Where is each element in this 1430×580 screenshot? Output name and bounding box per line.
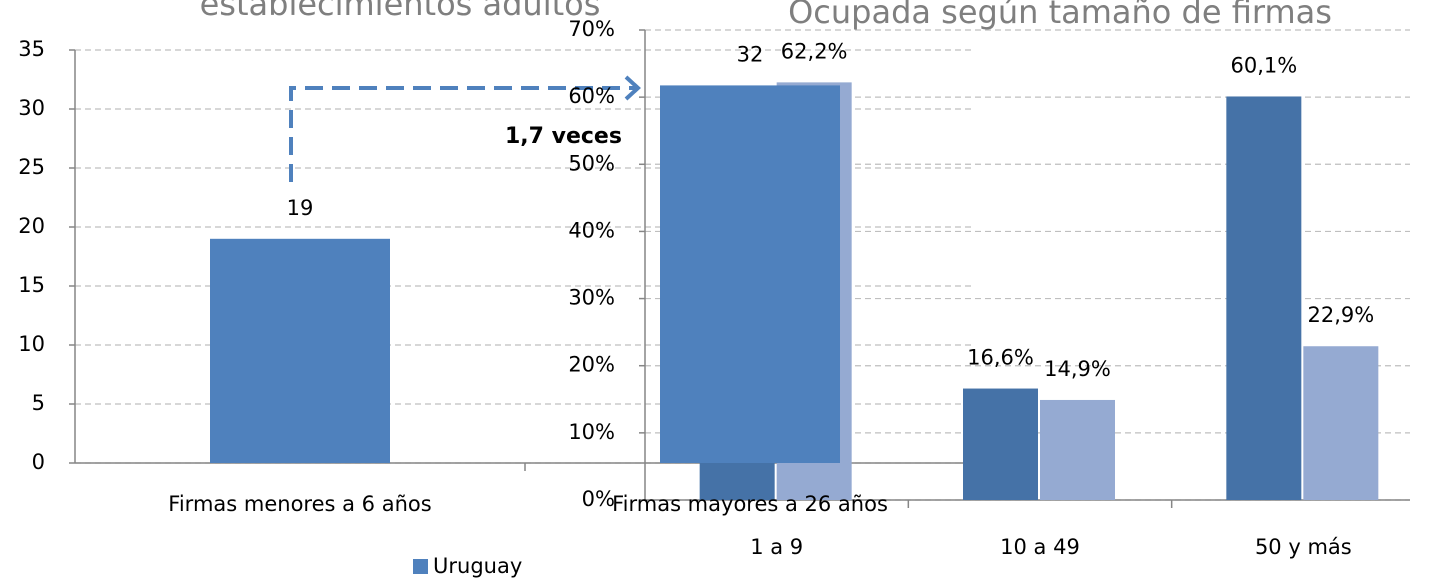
y-tick-label: 35 xyxy=(18,37,45,61)
y-tick-label: 25 xyxy=(18,155,45,179)
chart-title: establecimientos adultos xyxy=(200,0,601,23)
x-tick-label: 1 a 9 xyxy=(750,535,803,559)
value-label: 32 xyxy=(737,42,764,66)
y-tick-label: 20% xyxy=(568,353,615,377)
y-tick-label: 20 xyxy=(18,214,45,238)
x-tick-label: Firmas menores a 6 años xyxy=(168,492,431,516)
bar xyxy=(660,85,840,464)
annotation: 1,7 veces xyxy=(505,124,622,149)
y-tick-label: 5 xyxy=(32,391,45,415)
value-label: 60,1% xyxy=(1230,53,1297,77)
value-label: 16,6% xyxy=(967,346,1034,370)
labels: establecimientos adultos Ocupada según t… xyxy=(18,0,1374,578)
y-tick-label: 70% xyxy=(568,17,615,41)
value-label: 14,9% xyxy=(1044,357,1111,381)
y-tick-label: 60% xyxy=(568,84,615,108)
arrow xyxy=(289,75,641,182)
y-tick-label: 30 xyxy=(18,96,45,120)
y-tick-label: 0% xyxy=(582,487,615,511)
y-tick-label: 40% xyxy=(568,218,615,242)
value-label: 19 xyxy=(287,196,314,220)
y-tick-label: 50% xyxy=(568,151,615,175)
bar xyxy=(1226,96,1302,500)
y-tick-label: 10 xyxy=(18,332,45,356)
x-tick-label: 50 y más xyxy=(1255,535,1352,559)
arrow-line xyxy=(289,86,636,182)
bar xyxy=(963,388,1038,500)
chart-title: Ocupada según tamaño de firmas xyxy=(788,0,1332,31)
bar xyxy=(1303,346,1379,500)
bar xyxy=(210,238,390,463)
arrow-head xyxy=(624,75,641,101)
value-label: 22,9% xyxy=(1307,303,1374,327)
bars xyxy=(210,82,1379,500)
y-tick-label: 0 xyxy=(32,450,45,474)
bar xyxy=(1040,399,1115,500)
legend-swatch xyxy=(413,559,428,574)
x-tick-label: Firmas mayores a 26 años xyxy=(612,492,888,516)
y-tick-label: 10% xyxy=(568,420,615,444)
value-label: 62,2% xyxy=(781,39,848,63)
x-tick-label: 10 a 49 xyxy=(1000,535,1080,559)
y-tick-label: 15 xyxy=(18,273,45,297)
legend-label: Uruguay xyxy=(433,554,522,578)
y-tick-label: 30% xyxy=(568,286,615,310)
